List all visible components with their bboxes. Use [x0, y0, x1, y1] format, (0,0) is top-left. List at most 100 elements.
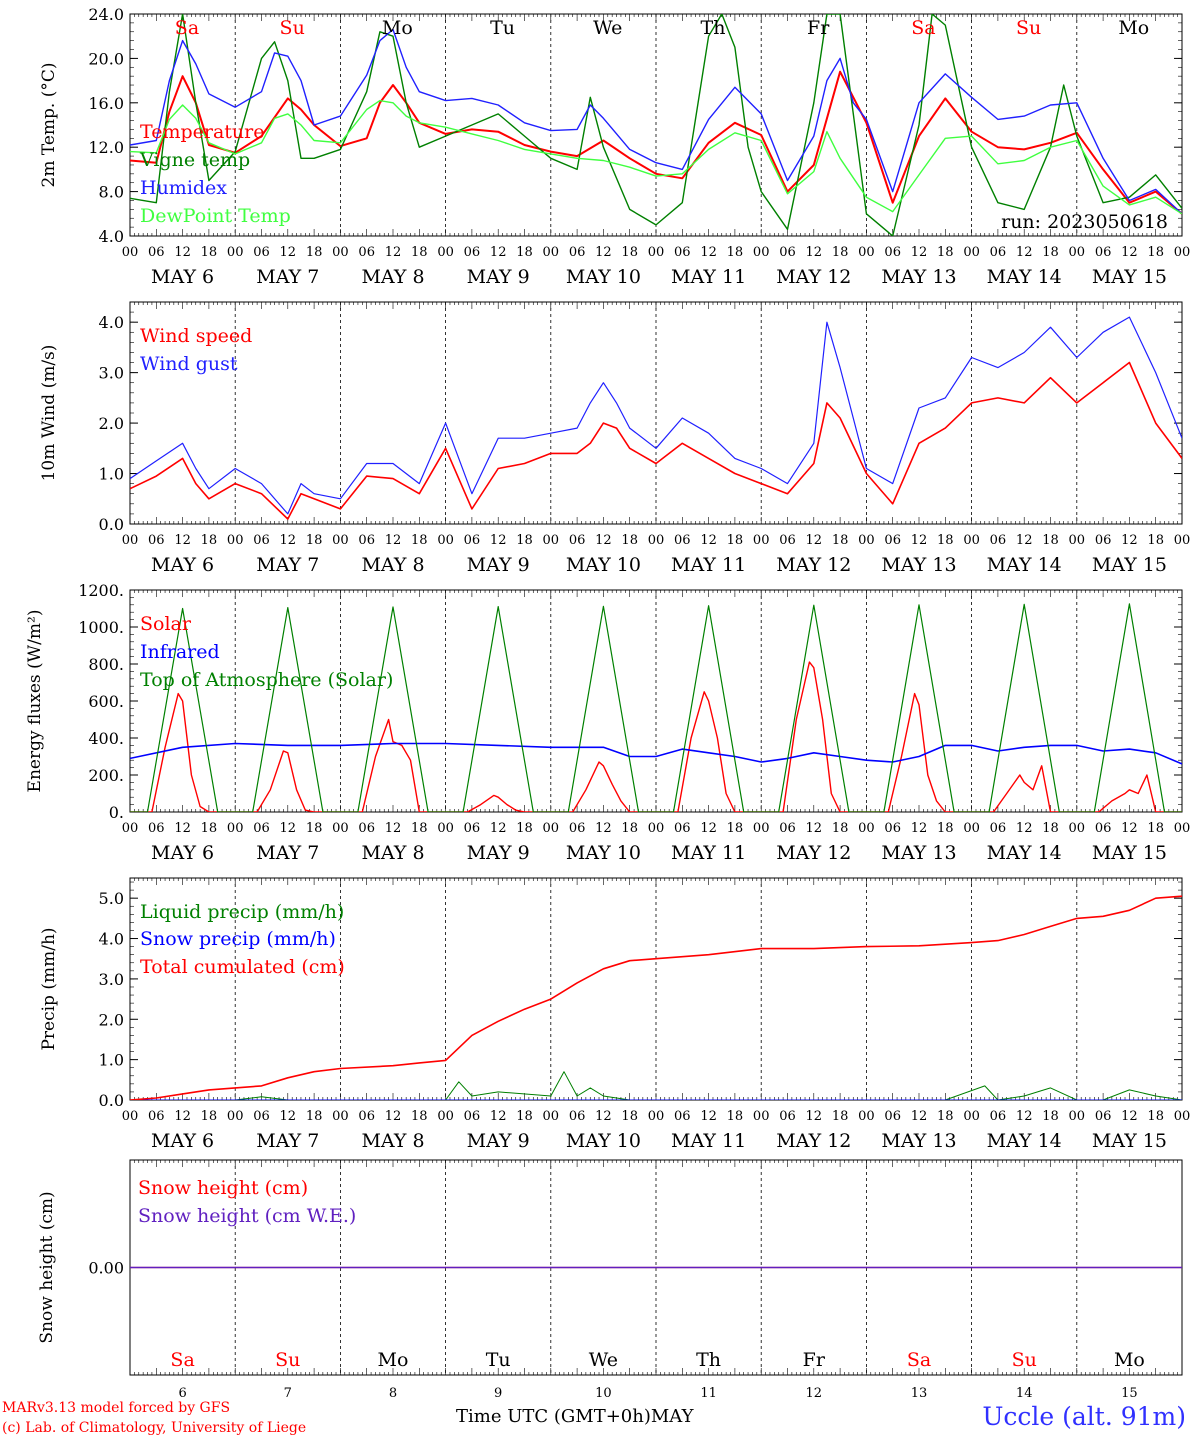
day-label: MAY 9: [467, 266, 530, 288]
hour-tick-label: 06: [990, 245, 1007, 260]
weekday-label: Su: [275, 1349, 300, 1371]
legend-entry: Temperature: [140, 121, 264, 143]
hour-tick-label: 12: [1121, 821, 1138, 836]
day-label: MAY 12: [776, 842, 851, 864]
hour-tick-label: 12: [911, 245, 928, 260]
y-tick-label: 400.: [88, 729, 124, 748]
hour-tick-label: 12: [280, 1109, 297, 1124]
weekday-label: Sa: [911, 17, 935, 39]
day-label: MAY 11: [671, 842, 746, 864]
hour-tick-label: 00: [858, 245, 875, 260]
legend-entry: Humidex: [140, 177, 227, 199]
weekday-label: Tu: [490, 17, 515, 39]
hour-tick-label: 12: [385, 821, 402, 836]
hour-tick-label: 00: [648, 245, 665, 260]
hour-tick-label: 06: [569, 1109, 586, 1124]
day-label: MAY 8: [361, 266, 424, 288]
weekday-label: Su: [1016, 17, 1041, 39]
y-tick-label: 3.0: [99, 970, 124, 989]
hour-tick-label: 06: [148, 533, 165, 548]
hour-tick-label: 00: [122, 821, 139, 836]
y-tick-label: 0.: [109, 803, 124, 822]
day-label: MAY 10: [566, 266, 641, 288]
hour-tick-label: 06: [464, 821, 481, 836]
hour-tick-label: 12: [700, 245, 717, 260]
legend-entry: DewPoint Temp: [140, 205, 291, 227]
y-tick-label: 24.0: [88, 5, 124, 24]
hour-tick-label: 06: [358, 533, 375, 548]
time-axis-month: MAY: [650, 1406, 694, 1427]
hour-tick-label: 00: [543, 821, 560, 836]
hour-tick-label: 00: [753, 245, 770, 260]
hour-tick-label: 00: [753, 821, 770, 836]
series-line: [130, 1071, 1182, 1100]
hour-tick-label: 00: [122, 245, 139, 260]
hour-tick-label: 18: [411, 821, 428, 836]
y-tick-label: 0.0: [99, 1091, 124, 1110]
hour-tick-label: 00: [1069, 533, 1086, 548]
hour-tick-label: 06: [253, 821, 270, 836]
day-label: MAY 6: [151, 1130, 214, 1152]
hour-tick-label: 06: [674, 821, 691, 836]
day-label: MAY 6: [151, 842, 214, 864]
legend-entry: Infrared: [140, 641, 220, 663]
series-line: [130, 70, 1182, 215]
hour-tick-label: 18: [1147, 821, 1164, 836]
series-line: [130, 28, 1182, 215]
hour-tick-label: 12: [700, 533, 717, 548]
y-tick-label: 16.0: [88, 94, 124, 113]
hour-tick-label: 18: [832, 1109, 849, 1124]
time-axis-title: Time UTC (GMT+0h)MAY: [456, 1406, 693, 1427]
hour-tick-label: 12: [806, 821, 823, 836]
series-line: [130, 603, 1182, 812]
hour-tick-label: 12: [490, 245, 507, 260]
hour-tick-label: 00: [437, 533, 454, 548]
hour-tick-label: 00: [1174, 533, 1191, 548]
day-number-label: 12: [806, 1386, 823, 1401]
hour-tick-label: 06: [253, 1109, 270, 1124]
hour-tick-label: 00: [753, 533, 770, 548]
hour-tick-label: 18: [516, 1109, 533, 1124]
weekday-label: We: [593, 17, 622, 39]
hour-tick-label: 18: [937, 821, 954, 836]
y-axis-label: 2m Temp. (°C): [39, 62, 59, 187]
legend-entry: Snow height (cm W.E.): [138, 1205, 356, 1227]
day-label: MAY 7: [256, 842, 319, 864]
hour-tick-label: 18: [1042, 533, 1059, 548]
hour-tick-label: 12: [1016, 821, 1033, 836]
day-label: MAY 11: [671, 554, 746, 576]
hour-tick-label: 12: [1016, 533, 1033, 548]
day-label: MAY 12: [776, 1130, 851, 1152]
hour-tick-label: 12: [490, 1109, 507, 1124]
hour-tick-label: 00: [122, 533, 139, 548]
hour-tick-label: 18: [306, 1109, 323, 1124]
hour-tick-label: 00: [227, 821, 244, 836]
day-number-label: 15: [1121, 1386, 1138, 1401]
weekday-label: Th: [701, 17, 726, 39]
hour-tick-label: 18: [621, 1109, 638, 1124]
hour-tick-label: 06: [569, 533, 586, 548]
series-line: [130, 316, 1182, 515]
hour-tick-label: 18: [411, 533, 428, 548]
hour-tick-label: 12: [280, 821, 297, 836]
hour-tick-label: 00: [332, 533, 349, 548]
legend-entry: Wind speed: [140, 325, 252, 347]
hour-tick-label: 12: [700, 1109, 717, 1124]
hour-tick-label: 06: [990, 821, 1007, 836]
y-axis-label: 10m Wind (m/s): [39, 345, 59, 482]
y-axis-label: Precip (mm/h): [39, 927, 59, 1050]
hour-tick-label: 00: [1174, 245, 1191, 260]
hour-tick-label: 00: [648, 533, 665, 548]
hour-tick-label: 18: [832, 533, 849, 548]
hour-tick-label: 06: [884, 821, 901, 836]
hour-tick-label: 00: [543, 1109, 560, 1124]
weekday-label: Fr: [803, 1349, 826, 1371]
hour-tick-label: 12: [174, 1109, 191, 1124]
hour-tick-label: 18: [1147, 533, 1164, 548]
weekday-label: Sa: [907, 1349, 931, 1371]
hour-tick-label: 00: [963, 533, 980, 548]
day-number-label: 14: [1016, 1386, 1033, 1401]
day-number-label: 10: [595, 1386, 612, 1401]
day-label: MAY 14: [987, 554, 1062, 576]
day-label: MAY 14: [987, 266, 1062, 288]
